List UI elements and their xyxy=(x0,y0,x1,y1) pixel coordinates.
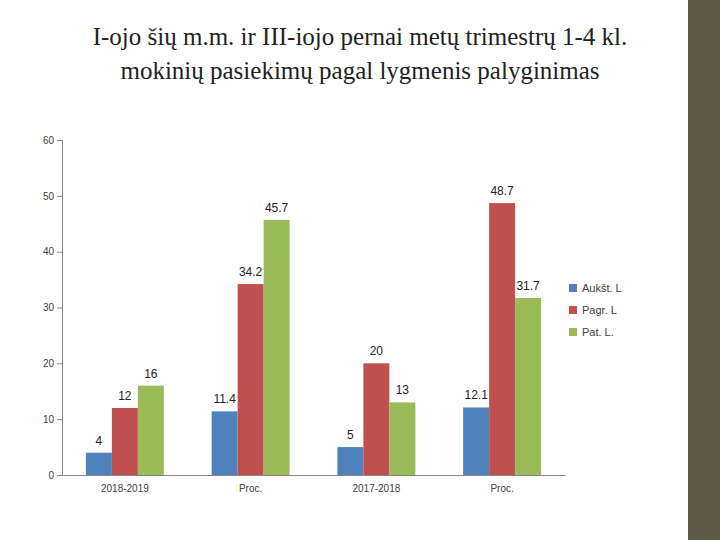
y-tick-label: 20 xyxy=(43,358,55,369)
x-tick: 2018-2019 xyxy=(101,475,149,494)
y-tick: 50 xyxy=(43,191,62,202)
data-label: 48.7 xyxy=(490,184,514,198)
data-label: 34.2 xyxy=(239,265,263,279)
x-tick-label: Proc. xyxy=(490,483,513,494)
y-tick-mark xyxy=(57,308,62,309)
bar xyxy=(337,447,363,475)
y-tick-mark xyxy=(57,419,62,420)
data-labels: 4 11.4 5 12.1 12 34.2 20 48.7 16 45.7 13 31.7 xyxy=(96,184,541,448)
legend: Aukšt. L Pagr. L Pat. L. xyxy=(569,282,622,338)
data-label: 20 xyxy=(370,344,384,358)
legend-item: Aukšt. L xyxy=(569,282,622,294)
data-label: 5 xyxy=(347,428,354,442)
x-axis-line xyxy=(63,475,566,476)
x-tick-label: 2017-2018 xyxy=(352,483,400,494)
bar xyxy=(515,298,541,475)
y-tick-label: 60 xyxy=(43,135,55,146)
bar xyxy=(212,411,238,475)
legend-item: Pat. L. xyxy=(569,326,614,338)
legend-label: Aukšt. L xyxy=(582,282,622,294)
data-label: 16 xyxy=(144,367,158,381)
y-tick: 60 xyxy=(43,135,62,146)
data-label: 12 xyxy=(118,389,132,403)
bar xyxy=(138,386,164,475)
y-tick-mark xyxy=(57,252,62,253)
x-axis: 2018-2019 Proc. 2017-2018 Proc. xyxy=(63,475,566,494)
legend-label: Pagr. L xyxy=(582,304,617,316)
bar xyxy=(238,284,264,475)
side-strip xyxy=(688,0,720,540)
bars xyxy=(86,203,541,475)
data-label: 11.4 xyxy=(213,392,236,406)
y-tick: 40 xyxy=(43,246,62,257)
x-tick: Proc. xyxy=(239,475,262,494)
legend-swatch xyxy=(569,306,577,314)
bar xyxy=(389,402,415,475)
x-tick-label: 2018-2019 xyxy=(101,483,149,494)
title: I-ojo šių m.m. ir III-iojo pernai metų t… xyxy=(93,23,628,84)
data-label: 13 xyxy=(396,383,410,397)
x-tick: 2017-2018 xyxy=(352,475,400,494)
y-axis: 0 10 20 30 40 50 60 xyxy=(43,135,63,481)
legend-swatch xyxy=(569,328,577,336)
y-tick-label: 10 xyxy=(43,414,55,425)
data-label: 4 xyxy=(96,434,103,448)
data-label: 45.7 xyxy=(265,201,289,215)
bar xyxy=(489,203,515,475)
bar xyxy=(264,220,290,475)
y-tick-mark xyxy=(57,363,62,364)
x-tick-label: Proc. xyxy=(239,483,262,494)
y-tick-label: 0 xyxy=(48,470,54,481)
bar xyxy=(363,363,389,475)
y-axis-line xyxy=(57,141,63,476)
y-tick: 20 xyxy=(43,358,62,369)
y-tick-label: 50 xyxy=(43,191,55,202)
y-tick: 0 xyxy=(48,470,62,481)
bar xyxy=(463,407,489,475)
bar xyxy=(112,408,138,475)
chart: I-ojo šių m.m. ir III-iojo pernai metų t… xyxy=(0,0,720,540)
y-tick-label: 40 xyxy=(43,246,55,257)
y-tick-mark xyxy=(57,140,62,141)
bar xyxy=(86,453,112,475)
y-tick-label: 30 xyxy=(43,302,55,313)
y-tick: 30 xyxy=(43,302,62,313)
y-tick: 10 xyxy=(43,414,62,425)
y-tick-mark xyxy=(57,196,62,197)
y-tick-mark xyxy=(57,475,62,476)
data-label: 31.7 xyxy=(516,279,540,293)
x-tick: Proc. xyxy=(490,475,513,494)
data-label: 12.1 xyxy=(464,388,488,402)
legend-swatch xyxy=(569,284,577,292)
legend-label: Pat. L. xyxy=(582,326,614,338)
legend-item: Pagr. L xyxy=(569,304,617,316)
